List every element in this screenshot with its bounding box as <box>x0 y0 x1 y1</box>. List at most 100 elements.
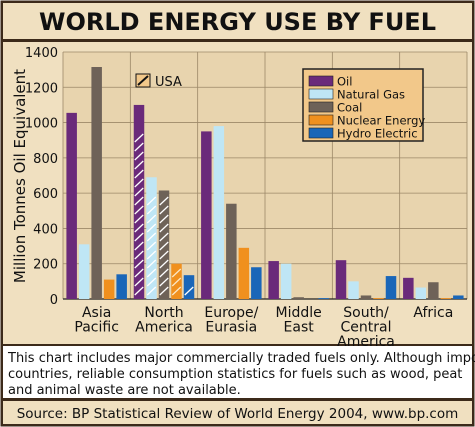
bar <box>213 126 225 299</box>
hatch-stroke <box>134 214 144 224</box>
legend-swatch <box>308 114 334 126</box>
bar <box>201 131 212 299</box>
footnote-panel <box>3 346 472 398</box>
hatch-stroke <box>134 250 144 260</box>
usa-share-hatch <box>159 196 169 296</box>
x-category-label: South/Central America <box>337 305 395 350</box>
usa-legend: USA <box>135 73 182 90</box>
x-category-label: Asia Pacific <box>74 305 119 336</box>
bar <box>268 261 279 299</box>
bar <box>91 66 102 299</box>
hatch-stroke <box>134 142 144 152</box>
hatch-stroke <box>159 250 169 260</box>
hatch-stroke <box>134 223 144 233</box>
hatch-stroke <box>184 286 194 296</box>
bar <box>318 298 329 299</box>
bar-group <box>133 104 195 299</box>
x-category-label: North America <box>135 305 193 336</box>
footnote-line-3: and animal waste are not available. <box>8 383 241 398</box>
chart-title: WORLD ENERGY USE BY FUEL <box>39 8 436 36</box>
hatch-stroke <box>134 268 144 278</box>
bar <box>403 277 414 299</box>
legend-label: Hydro Electric <box>337 127 418 141</box>
x-category-label-line: East <box>284 320 315 336</box>
hatch-stroke <box>159 268 169 278</box>
bar <box>238 247 250 299</box>
bar <box>360 295 372 299</box>
hatch-stroke <box>134 187 144 197</box>
hatch-stroke <box>171 277 182 287</box>
bar-group <box>268 261 329 299</box>
y-tick-label: 600 <box>33 187 58 202</box>
hatch-stroke <box>134 178 144 188</box>
legend-label: Natural Gas <box>337 88 405 102</box>
hatch-stroke <box>134 232 144 242</box>
bar <box>440 298 452 299</box>
bar <box>103 279 115 299</box>
x-category-label: Middle East <box>276 305 322 336</box>
bar <box>133 104 145 299</box>
hatch-stroke <box>159 214 169 224</box>
bar <box>293 297 304 299</box>
usa-share-hatch <box>146 196 157 296</box>
bar-group <box>335 260 397 299</box>
hatch-stroke <box>134 277 144 287</box>
x-category-label-line: Europe/ <box>204 305 258 321</box>
bar <box>280 263 292 299</box>
hatch-stroke <box>134 151 144 161</box>
bar <box>415 287 427 299</box>
usa-legend-hatch <box>137 75 149 86</box>
hatch-stroke <box>159 277 169 287</box>
usa-legend-label: USA <box>155 75 182 90</box>
source-text: Source: BP Statistical Review of World E… <box>17 406 459 422</box>
hatch-stroke <box>159 259 169 269</box>
hatch-stroke <box>134 286 144 296</box>
bar <box>78 244 90 299</box>
source-band <box>3 401 472 424</box>
hatch-stroke <box>159 205 169 215</box>
footnote-line-2: countries, reliable consumption statisti… <box>8 367 462 382</box>
bar <box>158 190 170 299</box>
hatch-stroke <box>134 259 144 269</box>
hatch-stroke <box>146 214 157 224</box>
y-tick-label: 400 <box>33 222 58 237</box>
x-category-label-line: South/ <box>343 305 389 321</box>
hatch-stroke <box>146 277 157 287</box>
y-axis-label: Million Tonnes Oil Equivalent <box>11 69 29 283</box>
hatch-stroke <box>134 133 144 143</box>
legend-swatch <box>308 75 334 87</box>
hatch-stroke <box>146 286 157 296</box>
usa-share-hatch <box>184 286 194 296</box>
hatch-stroke <box>146 250 157 260</box>
hatch-stroke <box>171 286 182 296</box>
y-tick-label: 1400 <box>25 46 58 61</box>
hatch-stroke <box>159 223 169 233</box>
hatch-stroke <box>146 259 157 269</box>
hatch-stroke <box>146 223 157 233</box>
hatch-stroke <box>134 160 144 170</box>
bar <box>116 274 127 299</box>
legend-swatch <box>308 101 334 113</box>
hatch-stroke <box>134 196 144 206</box>
y-axis-tick-labels: 0 200 400 600 800 1000 1200 1400 <box>25 46 58 308</box>
bar-group <box>403 277 464 299</box>
x-category-label-line: North <box>144 305 183 321</box>
bar-group <box>201 126 262 299</box>
x-category-label: Europe/Eurasia <box>204 305 258 336</box>
title-band <box>3 3 472 39</box>
y-tick-label: 0 <box>50 293 58 308</box>
bar <box>348 281 359 299</box>
usa-share-hatch <box>171 268 182 296</box>
legend-swatch <box>308 127 334 139</box>
bar <box>183 275 195 299</box>
hatch-stroke <box>159 196 169 206</box>
footnote: This chart includes major commercially t… <box>7 351 475 398</box>
footnote-line-1: This chart includes major commercially t… <box>7 351 475 366</box>
legend-label: Coal <box>337 101 362 115</box>
bar <box>385 276 397 299</box>
x-category-label-line: Middle <box>276 305 322 321</box>
legend-label: Nuclear Energy <box>337 114 425 128</box>
